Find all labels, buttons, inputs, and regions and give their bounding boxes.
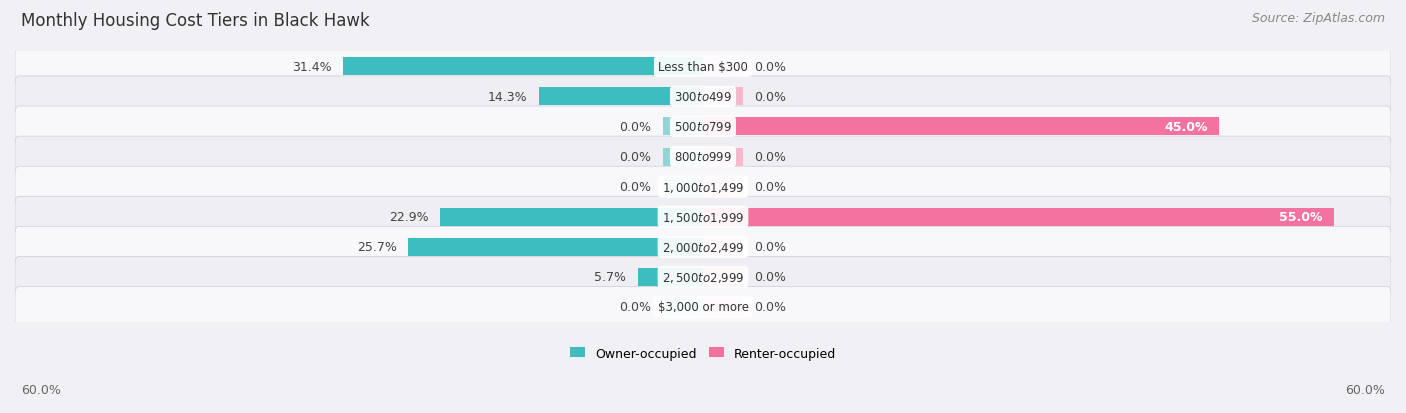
Text: 5.7%: 5.7% <box>595 271 626 284</box>
Bar <box>662 298 703 316</box>
Bar <box>703 208 1334 226</box>
FancyBboxPatch shape <box>15 257 1391 298</box>
Text: 0.0%: 0.0% <box>620 301 651 314</box>
Text: Source: ZipAtlas.com: Source: ZipAtlas.com <box>1251 12 1385 25</box>
Text: 0.0%: 0.0% <box>755 61 786 74</box>
Legend: Owner-occupied, Renter-occupied: Owner-occupied, Renter-occupied <box>565 342 841 365</box>
Bar <box>638 268 703 286</box>
Text: 14.3%: 14.3% <box>488 91 527 104</box>
Text: 0.0%: 0.0% <box>620 151 651 164</box>
Text: Less than $300: Less than $300 <box>658 61 748 74</box>
Bar <box>343 58 703 76</box>
Text: 22.9%: 22.9% <box>389 211 429 224</box>
FancyBboxPatch shape <box>15 287 1391 328</box>
Text: $3,000 or more: $3,000 or more <box>658 301 748 314</box>
Text: $2,000 to $2,499: $2,000 to $2,499 <box>662 240 744 254</box>
Bar <box>662 148 703 166</box>
Text: $2,500 to $2,999: $2,500 to $2,999 <box>662 270 744 284</box>
Text: $300 to $499: $300 to $499 <box>673 91 733 104</box>
FancyBboxPatch shape <box>15 227 1391 268</box>
Bar <box>662 178 703 196</box>
Text: $1,500 to $1,999: $1,500 to $1,999 <box>662 210 744 224</box>
Text: $800 to $999: $800 to $999 <box>673 151 733 164</box>
Text: 45.0%: 45.0% <box>1164 121 1208 134</box>
Text: 31.4%: 31.4% <box>292 61 332 74</box>
FancyBboxPatch shape <box>15 77 1391 118</box>
FancyBboxPatch shape <box>15 47 1391 88</box>
FancyBboxPatch shape <box>15 167 1391 208</box>
Bar <box>703 268 744 286</box>
Text: 55.0%: 55.0% <box>1278 211 1322 224</box>
Bar <box>408 238 703 256</box>
Text: 0.0%: 0.0% <box>755 271 786 284</box>
Text: 0.0%: 0.0% <box>755 241 786 254</box>
Bar <box>538 88 703 106</box>
FancyBboxPatch shape <box>15 197 1391 237</box>
Bar <box>703 88 744 106</box>
Text: 0.0%: 0.0% <box>755 181 786 194</box>
Text: 0.0%: 0.0% <box>755 301 786 314</box>
Bar <box>440 208 703 226</box>
Bar <box>703 148 744 166</box>
Text: 60.0%: 60.0% <box>21 384 60 396</box>
Text: Monthly Housing Cost Tiers in Black Hawk: Monthly Housing Cost Tiers in Black Hawk <box>21 12 370 30</box>
Bar <box>662 118 703 136</box>
Bar <box>703 58 744 76</box>
FancyBboxPatch shape <box>15 137 1391 178</box>
Text: 0.0%: 0.0% <box>755 91 786 104</box>
Bar <box>703 298 744 316</box>
Text: 0.0%: 0.0% <box>620 181 651 194</box>
Text: 0.0%: 0.0% <box>620 121 651 134</box>
FancyBboxPatch shape <box>15 107 1391 147</box>
Text: 0.0%: 0.0% <box>755 151 786 164</box>
Bar <box>703 118 1219 136</box>
Bar <box>703 238 744 256</box>
Bar <box>703 178 744 196</box>
Text: $1,000 to $1,499: $1,000 to $1,499 <box>662 180 744 194</box>
Text: 60.0%: 60.0% <box>1346 384 1385 396</box>
Text: 25.7%: 25.7% <box>357 241 396 254</box>
Text: $500 to $799: $500 to $799 <box>673 121 733 134</box>
